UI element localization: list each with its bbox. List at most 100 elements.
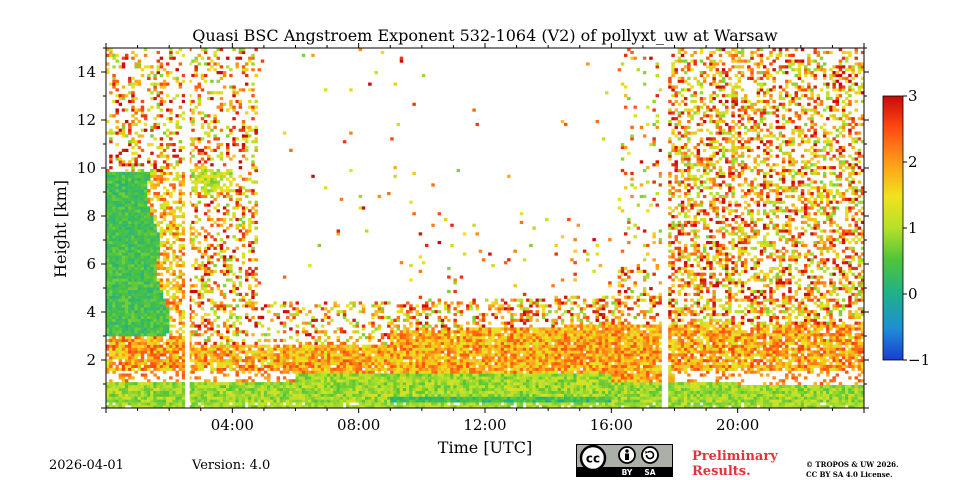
heatmap-cell [131,246,135,250]
heatmap-cell [106,338,110,343]
heatmap-cell [143,240,148,245]
heatmap-cell [137,229,142,233]
heatmap-cell [181,94,186,98]
heatmap-cell [374,312,378,317]
heatmap-cell [175,344,179,348]
heatmap-cell [213,399,217,403]
heatmap-cell [166,189,170,193]
heatmap-cell [156,59,160,63]
heatmap-cell [229,128,233,132]
heatmap-cell [140,347,145,351]
heatmap-cell [153,384,157,389]
heatmap-cell [118,194,123,199]
heatmap-cell [323,393,328,397]
heatmap-cell [106,399,110,403]
heatmap-cell [169,246,173,250]
heatmap-cell [191,143,195,147]
heatmap-cell [248,249,252,253]
heatmap-cell [431,393,435,397]
heatmap-cell [311,370,315,374]
heatmap-cell [197,246,202,250]
heatmap-cell [257,390,262,394]
heatmap-cell [153,281,157,285]
heatmap-cell [191,405,195,408]
heatmap-cell [197,62,202,66]
heatmap-cell [308,350,312,354]
heatmap-cell [166,128,170,132]
heatmap-cell [440,341,445,345]
heatmap-cell [124,281,129,285]
heatmap-cell [235,382,239,386]
heatmap-cell [124,258,129,262]
heatmap-cell [131,82,135,86]
heatmap-cell [279,350,284,354]
heatmap-cell [178,390,183,394]
heatmap-cell [336,379,341,383]
heatmap-cell [244,157,249,161]
heatmap-cell [434,382,438,386]
heatmap-cell [121,298,126,302]
heatmap-cell [162,261,167,265]
heatmap-cell [453,324,457,328]
heatmap-cell [109,367,113,371]
heatmap-cell [241,298,246,302]
heatmap-cell [112,390,116,394]
heatmap-cell [203,341,208,345]
heatmap-cell [320,330,325,334]
heatmap-cell [115,88,119,92]
heatmap-cell [437,347,442,351]
heatmap-cell [181,382,186,386]
heatmap-cell [115,82,119,86]
heatmap-cell [191,370,195,374]
heatmap-cell [188,151,192,155]
heatmap-cell [159,278,164,282]
heatmap-cell [191,120,195,124]
heatmap-cell [178,298,183,302]
heatmap-cell [213,137,217,141]
heatmap-cell [267,399,271,403]
heatmap-cell [200,393,205,397]
heatmap-cell [219,344,224,348]
heatmap-cell [121,183,126,187]
heatmap-cell [131,255,135,259]
heatmap-cell [159,384,164,389]
heatmap-cell [159,243,164,248]
heatmap-cell [115,229,119,233]
heatmap-cell [143,292,148,296]
heatmap-cell [109,289,113,294]
heatmap-cell [254,128,258,132]
heatmap-cell [273,359,277,363]
heatmap-cell [428,396,432,400]
heatmap-cell [194,68,198,72]
heatmap-cell [412,102,416,106]
heatmap-cell [210,91,214,95]
heatmap-cell [109,387,113,392]
heatmap-cell [226,145,230,150]
heatmap-cell [118,292,123,296]
heatmap-cell [181,183,186,187]
heatmap-cell [248,344,252,348]
heatmap-cell [358,390,363,394]
heatmap-cell [241,220,246,224]
heatmap-cell [169,390,173,394]
heatmap-cell [124,287,129,291]
heatmap-cell [342,399,347,403]
heatmap-cell [191,186,195,190]
heatmap-cell [421,327,426,331]
heatmap-cell [156,356,160,360]
heatmap-cell [399,384,404,389]
heatmap-cell [424,356,429,360]
heatmap-cell [235,217,239,222]
heatmap-cell [124,163,129,167]
heatmap-cell [355,344,359,348]
heatmap-cell [415,336,419,340]
heatmap-cell [453,289,457,294]
heatmap-cell [330,347,334,351]
heatmap-cell [431,304,435,308]
heatmap-cell [434,341,438,345]
heatmap-cell [222,269,227,273]
heatmap-cell [156,266,160,271]
heatmap-cell [169,384,173,389]
heatmap-cell [181,171,186,176]
heatmap-cell [150,310,154,314]
